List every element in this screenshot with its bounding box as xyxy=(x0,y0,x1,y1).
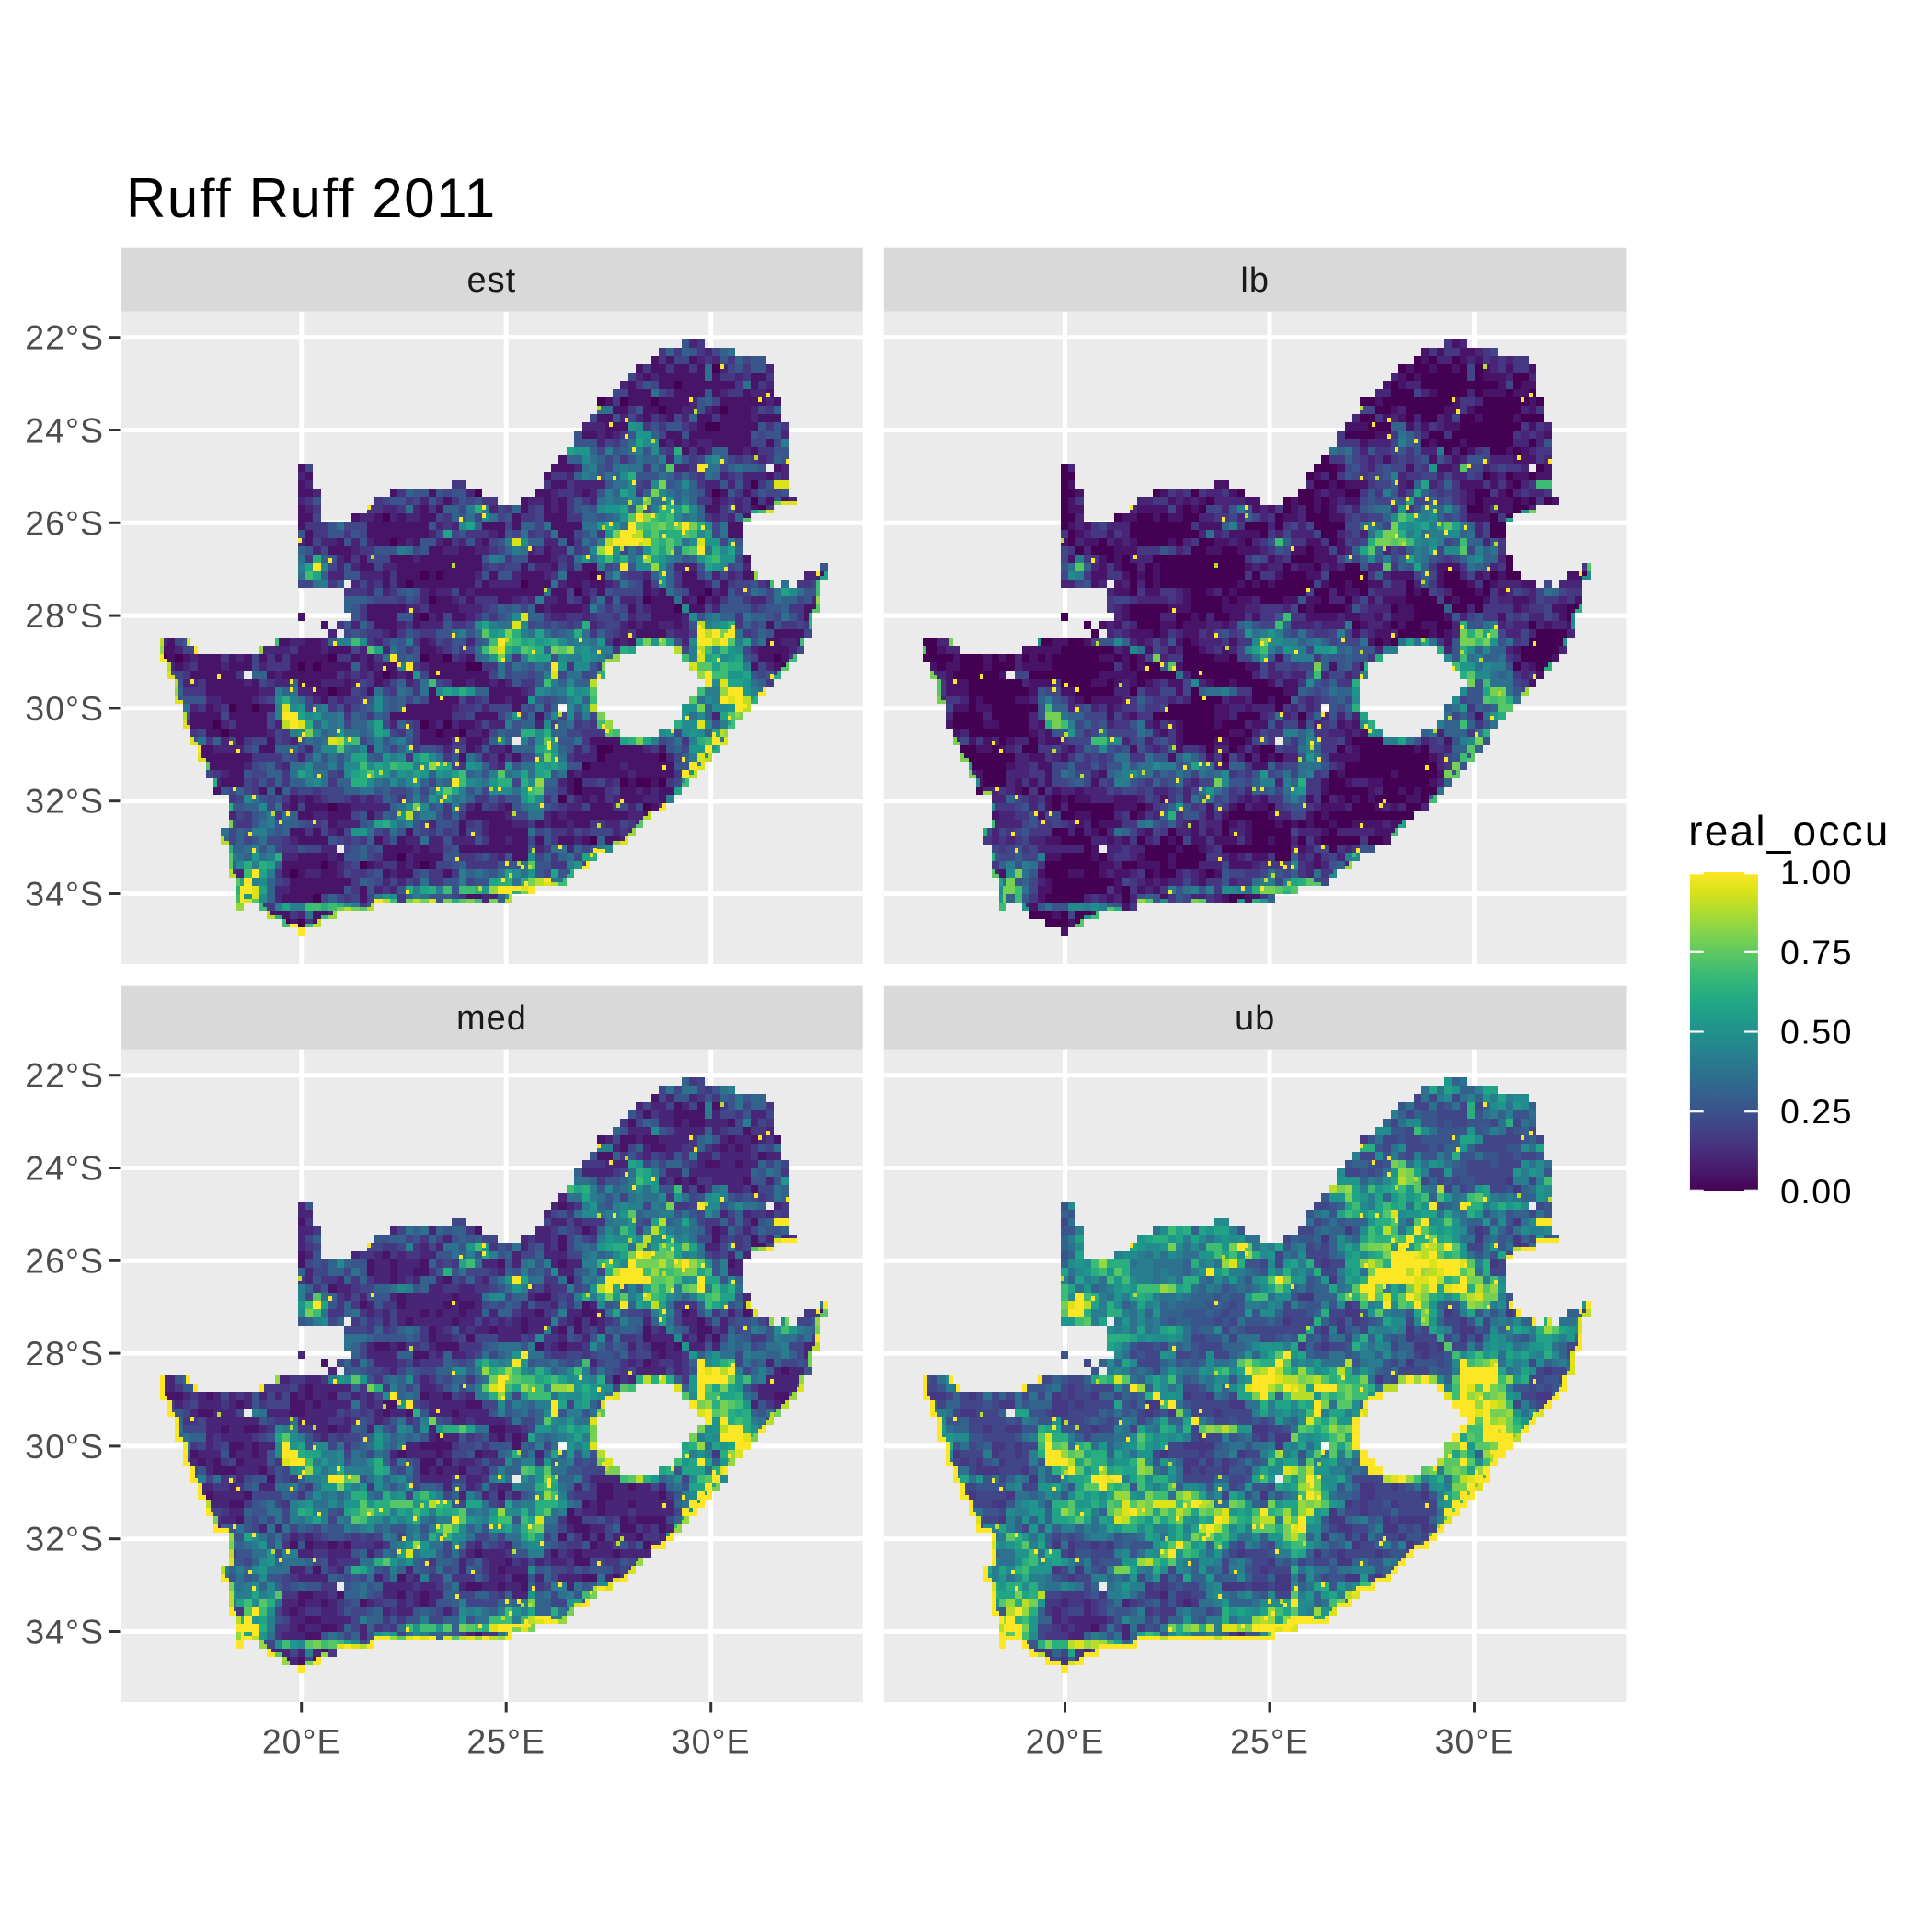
svg-text:25°E: 25°E xyxy=(466,1721,546,1760)
svg-text:1.00: 1.00 xyxy=(1780,853,1853,891)
svg-text:30°E: 30°E xyxy=(672,1721,751,1760)
svg-text:real_occu: real_occu xyxy=(1688,807,1890,855)
svg-text:0.25: 0.25 xyxy=(1780,1092,1853,1131)
svg-text:24°S: 24°S xyxy=(25,411,104,450)
svg-text:20°E: 20°E xyxy=(262,1721,341,1760)
svg-text:26°S: 26°S xyxy=(25,503,104,542)
svg-text:Ruff Ruff 2011: Ruff Ruff 2011 xyxy=(126,167,497,229)
svg-text:22°S: 22°S xyxy=(25,1056,104,1095)
svg-text:25°E: 25°E xyxy=(1230,1721,1309,1760)
svg-text:0.00: 0.00 xyxy=(1780,1172,1853,1211)
svg-text:26°S: 26°S xyxy=(25,1241,104,1280)
svg-text:32°S: 32°S xyxy=(25,782,104,821)
svg-text:20°E: 20°E xyxy=(1026,1721,1105,1760)
svg-text:30°S: 30°S xyxy=(25,1427,104,1466)
svg-text:ub: ub xyxy=(1235,999,1275,1038)
svg-text:24°S: 24°S xyxy=(25,1149,104,1188)
svg-text:34°S: 34°S xyxy=(25,1613,104,1651)
svg-text:lb: lb xyxy=(1240,261,1270,300)
svg-text:0.75: 0.75 xyxy=(1780,933,1853,972)
svg-text:med: med xyxy=(456,999,527,1038)
svg-text:22°S: 22°S xyxy=(25,318,104,357)
svg-text:30°E: 30°E xyxy=(1435,1721,1514,1760)
svg-text:30°S: 30°S xyxy=(25,689,104,728)
svg-text:32°S: 32°S xyxy=(25,1520,104,1558)
svg-text:34°S: 34°S xyxy=(25,875,104,914)
svg-text:0.50: 0.50 xyxy=(1780,1013,1853,1052)
svg-text:28°S: 28°S xyxy=(25,1334,104,1373)
svg-text:28°S: 28°S xyxy=(25,596,104,635)
svg-text:est: est xyxy=(467,261,517,300)
